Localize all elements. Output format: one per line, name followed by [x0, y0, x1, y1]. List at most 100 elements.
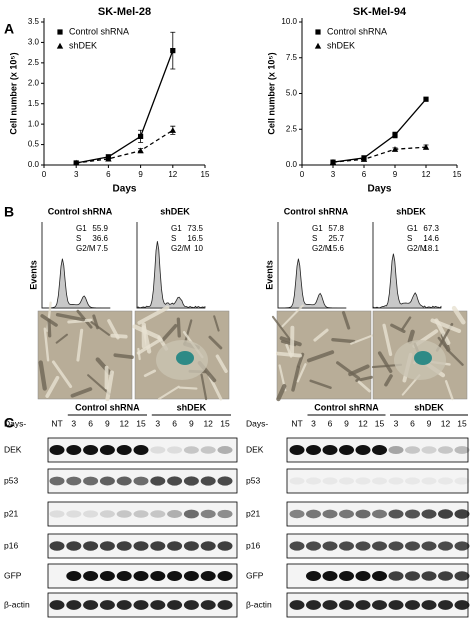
lane-prefix: Days-: [4, 418, 26, 428]
band: [355, 445, 371, 455]
cell: [143, 369, 157, 378]
x-tick-label: 3: [74, 170, 79, 179]
histogram: [136, 241, 206, 309]
cell: [350, 333, 376, 345]
band: [200, 509, 216, 519]
x-tick-label: 6: [362, 170, 367, 179]
cell: [45, 375, 60, 398]
band: [167, 541, 183, 551]
lane-prefix: Days-: [246, 418, 268, 428]
group-label: Control shRNA: [75, 402, 140, 412]
marker: [170, 48, 176, 54]
phase-label: S: [407, 234, 412, 243]
cell: [331, 337, 356, 344]
band: [339, 509, 354, 519]
band: [133, 571, 149, 581]
phase-percentage: 57.8: [328, 224, 344, 233]
band: [372, 571, 387, 581]
cell: [271, 315, 294, 344]
group-label: Control shRNA: [314, 402, 379, 412]
lane-label: 6: [410, 418, 415, 428]
y-tick-label: 2.0: [28, 78, 40, 87]
band: [200, 446, 216, 454]
y-tick-label: 7.5: [286, 53, 298, 62]
cell: [401, 316, 412, 331]
y-tick-label: 2.5: [28, 58, 40, 67]
marker: [422, 143, 430, 150]
marker: [360, 156, 368, 162]
series-line: [332, 146, 427, 163]
protein-label: p53: [246, 475, 260, 485]
band: [339, 541, 354, 551]
band: [49, 541, 65, 551]
phase-label: G1: [407, 224, 418, 233]
band: [217, 600, 233, 610]
band: [167, 476, 183, 486]
x-axis-label: Days: [368, 184, 392, 195]
protein-label: DEK: [246, 444, 264, 454]
cell: [276, 383, 287, 402]
lane-label: 15: [136, 418, 146, 428]
band: [167, 600, 183, 610]
band: [66, 571, 82, 581]
legend-label: Control shRNA: [327, 26, 387, 36]
band: [99, 600, 115, 610]
marker: [138, 133, 144, 139]
band: [183, 541, 199, 551]
band: [217, 541, 233, 551]
band: [49, 476, 65, 486]
legend-symbol: [56, 42, 64, 49]
band: [133, 476, 149, 486]
band: [116, 510, 132, 518]
y-tick-label: 0.0: [28, 160, 40, 169]
phase-percentage: 36.6: [92, 234, 108, 243]
band: [150, 446, 166, 454]
band: [405, 541, 420, 551]
cell: [137, 305, 170, 325]
band: [322, 541, 338, 551]
band: [183, 571, 199, 581]
protein-label: p16: [246, 540, 260, 550]
phase-percentage: 10: [194, 244, 203, 253]
band: [421, 509, 437, 519]
band: [306, 509, 321, 519]
band: [355, 600, 371, 610]
marker: [392, 132, 398, 138]
lane-label: 6: [328, 418, 333, 428]
group-label: shDEK: [177, 402, 207, 412]
group-label: shDEK: [414, 402, 444, 412]
cell: [341, 311, 351, 330]
band: [339, 477, 354, 485]
phase-label: G2/M: [76, 244, 96, 253]
y-tick-label: 3.5: [28, 17, 40, 26]
band: [454, 509, 470, 519]
marker: [73, 159, 80, 166]
y-tick-label: 0.0: [286, 160, 298, 169]
band: [83, 445, 99, 455]
series-line: [76, 50, 174, 164]
histogram-title: Control shRNA: [48, 206, 113, 216]
band: [167, 571, 183, 581]
legend-label: Control shRNA: [69, 26, 129, 36]
series-line: [332, 98, 427, 163]
band: [83, 510, 99, 518]
cell: [336, 361, 361, 380]
band: [372, 541, 387, 551]
band: [49, 600, 65, 610]
band: [183, 509, 199, 519]
band: [99, 445, 115, 455]
y-axis-label: Cell number (x 10⁵): [8, 52, 18, 134]
cell: [384, 374, 393, 387]
marker: [391, 146, 399, 152]
lane-label: 9: [427, 418, 432, 428]
band: [83, 571, 99, 581]
band: [322, 571, 338, 581]
cell: [390, 323, 406, 333]
histogram: [277, 258, 347, 309]
cell: [296, 352, 305, 368]
blot-strip: [47, 501, 238, 527]
sa-beta-gal-stain: [414, 351, 432, 365]
band: [200, 541, 216, 551]
band: [200, 571, 216, 581]
lane-label: 15: [220, 418, 230, 428]
